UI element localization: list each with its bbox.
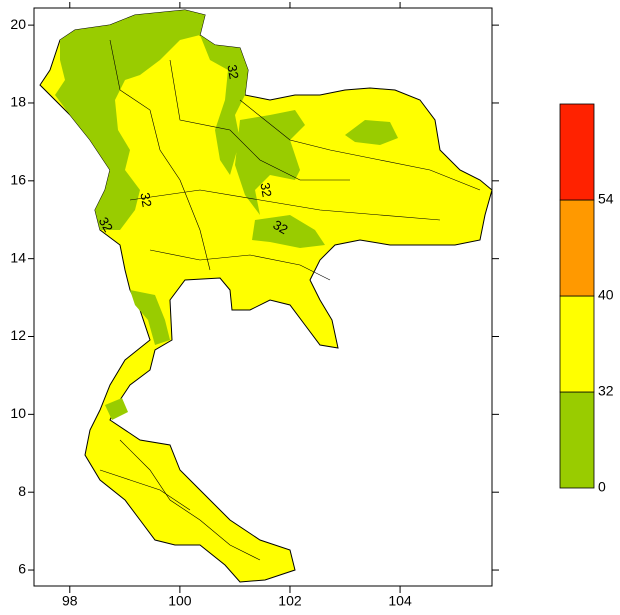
- contour-label: 32: [257, 181, 274, 198]
- colorbar-segment: [559, 103, 595, 201]
- y-tick-label: 16: [10, 172, 26, 188]
- colorbar-label: 54: [598, 191, 614, 207]
- province-border: [149, 249, 331, 281]
- contour-label: 32: [96, 214, 116, 234]
- colorbar-label: 0: [598, 479, 606, 495]
- province-border: [99, 469, 191, 511]
- x-tick-label: 104: [388, 593, 412, 609]
- contour-label: 32: [271, 217, 291, 237]
- colorbar-segment: [559, 391, 595, 489]
- province-border: [169, 59, 350, 181]
- country-shape: [39, 9, 493, 583]
- green-region: [235, 110, 305, 215]
- contour-label: 32: [137, 191, 154, 208]
- colorbar-segment: [559, 295, 595, 393]
- colorbar-label: 32: [598, 383, 614, 399]
- green-region: [252, 215, 325, 248]
- y-tick-label: 20: [10, 16, 26, 32]
- green-region: [200, 35, 248, 175]
- province-border: [119, 439, 261, 561]
- colorbar-label: 40: [598, 287, 614, 303]
- y-tick-label: 8: [18, 483, 26, 499]
- land: [39, 9, 493, 583]
- y-tick-label: 14: [10, 249, 26, 265]
- green-region: [105, 398, 128, 420]
- province-border: [109, 39, 211, 271]
- x-tick-label: 100: [168, 593, 192, 609]
- province-border: [129, 189, 441, 221]
- green-region: [345, 120, 398, 145]
- province-border: [239, 99, 481, 191]
- green-region: [55, 10, 205, 230]
- green-region: [130, 290, 170, 345]
- y-tick-label: 6: [18, 561, 26, 577]
- contour-label: 32: [224, 63, 241, 80]
- y-tick-label: 12: [10, 327, 26, 343]
- x-tick-label: 98: [62, 593, 78, 609]
- colorbar-segment: [559, 199, 595, 297]
- x-tick-label: 102: [278, 593, 302, 609]
- y-tick-label: 10: [10, 405, 26, 421]
- y-tick-label: 18: [10, 94, 26, 110]
- map-frame: [33, 7, 493, 587]
